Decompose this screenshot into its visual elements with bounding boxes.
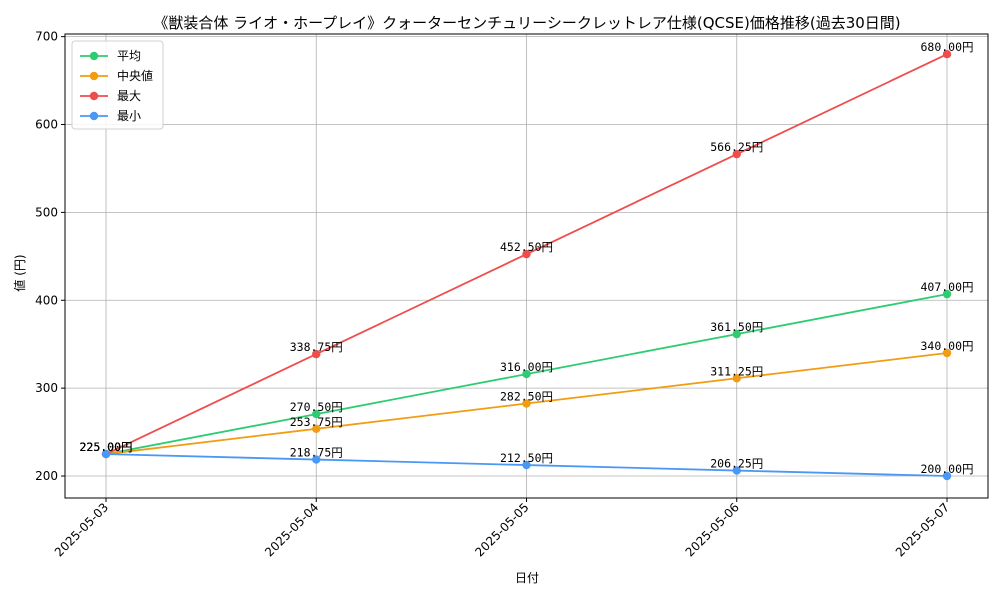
data-label: 212.50円 [500, 451, 553, 465]
data-point [312, 424, 321, 433]
y-tick-label: 500 [35, 205, 58, 219]
data-point [732, 329, 741, 339]
data-label: 680.00円 [920, 40, 973, 54]
data-point [942, 50, 952, 59]
x-tick-label: 2025-05-04 [262, 500, 321, 559]
data-point [522, 460, 531, 470]
data-point [732, 466, 741, 475]
data-point [732, 374, 741, 383]
data-label: 316.00円 [500, 360, 553, 374]
x-tick-label: 2025-05-03 [52, 500, 111, 559]
data-label: 225.00円 [79, 440, 132, 454]
data-label: 253.75円 [290, 415, 343, 429]
x-axis-label: 日付 [515, 571, 539, 585]
data-point [522, 249, 531, 259]
data-labels: 225.00円270.50円316.00円361.50円407.00円225.0… [79, 40, 973, 476]
data-label: 206.25円 [710, 457, 763, 471]
axes: 200 300 400 500 600 700 2025-05-03 2025-05-04 20… [35, 30, 989, 559]
data-label: 311.25円 [710, 364, 763, 378]
data-label: 225.00円 [79, 440, 132, 454]
data-point [942, 471, 952, 481]
data-point [312, 409, 321, 419]
data-label: 566.25円 [710, 140, 763, 154]
y-tick-label: 700 [35, 30, 58, 44]
data-point [942, 348, 952, 358]
legend-marker [89, 51, 99, 61]
y-tick-label: 600 [35, 118, 58, 132]
x-tick-label: 2025-05-06 [683, 500, 742, 559]
chart-title: 《獣装合体 ライオ・ホープレイ》クォーターセンチュリーシークレットレア仕様(QC… [153, 14, 900, 32]
data-label: 452.50円 [500, 240, 553, 254]
legend-marker [89, 91, 99, 101]
data-label: 282.50円 [500, 390, 553, 404]
y-tick-label: 200 [35, 469, 58, 483]
data-label: 361.50円 [710, 320, 763, 334]
data-point [522, 399, 531, 408]
legend-label: 中央値 [117, 68, 153, 83]
data-point [101, 449, 111, 459]
data-point [522, 369, 531, 379]
legend-box [71, 40, 164, 130]
y-axis-label: 値 (円) [12, 254, 27, 291]
series-layer [101, 50, 952, 481]
y-tick-label: 300 [35, 381, 58, 395]
data-label: 218.75円 [290, 446, 343, 460]
data-point [942, 289, 952, 299]
data-label: 338.75円 [290, 340, 343, 354]
data-point [732, 149, 741, 159]
data-label: 270.50円 [290, 400, 343, 414]
x-tick-label: 2025-05-07 [893, 500, 952, 559]
data-label: 225.00円 [79, 440, 132, 454]
legend-marker [89, 111, 99, 121]
data-label: 340.00円 [920, 339, 973, 353]
legend-label: 平均 [117, 49, 141, 63]
grid [65, 34, 988, 498]
data-label: 225.00円 [79, 440, 132, 454]
data-label: 200.00円 [920, 462, 973, 476]
legend-marker [89, 71, 99, 81]
legend-label: 最大 [117, 89, 141, 103]
y-tick-label: 400 [35, 293, 58, 307]
legend-label: 最小 [117, 109, 141, 123]
data-point [312, 349, 321, 359]
x-tick-label: 2025-05-05 [472, 500, 531, 559]
data-point [312, 455, 321, 464]
data-label: 407.00円 [920, 280, 973, 294]
